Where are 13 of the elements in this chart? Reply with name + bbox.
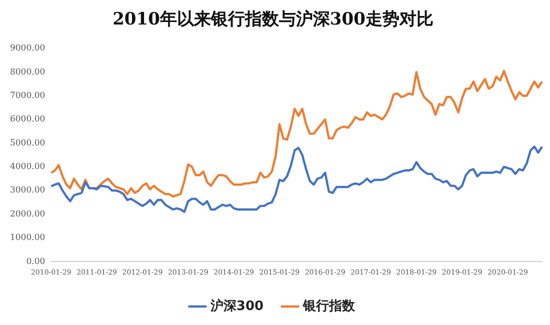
y-tick-label: 9000.00 xyxy=(10,44,46,54)
y-tick-label: 1000.00 xyxy=(10,233,46,244)
y-tick-label: 7000.00 xyxy=(10,90,46,101)
y-tick-label: 5000.00 xyxy=(10,138,46,148)
y-tick-label: 2000.00 xyxy=(10,209,46,220)
y-tick-label: 4000.00 xyxy=(10,162,46,172)
y-tick-label: 6000.00 xyxy=(10,114,46,125)
chart-title: 2010年以来银行指数与沪深300走势对比 xyxy=(112,10,434,30)
y-tick-label: 3000.00 xyxy=(10,186,46,196)
legend-label: 沪深300 xyxy=(209,298,264,314)
legend-label: 银行指数 xyxy=(302,298,356,314)
y-tick-label: 0.00 xyxy=(26,256,46,267)
y-tick-label: 8000.00 xyxy=(10,67,46,78)
